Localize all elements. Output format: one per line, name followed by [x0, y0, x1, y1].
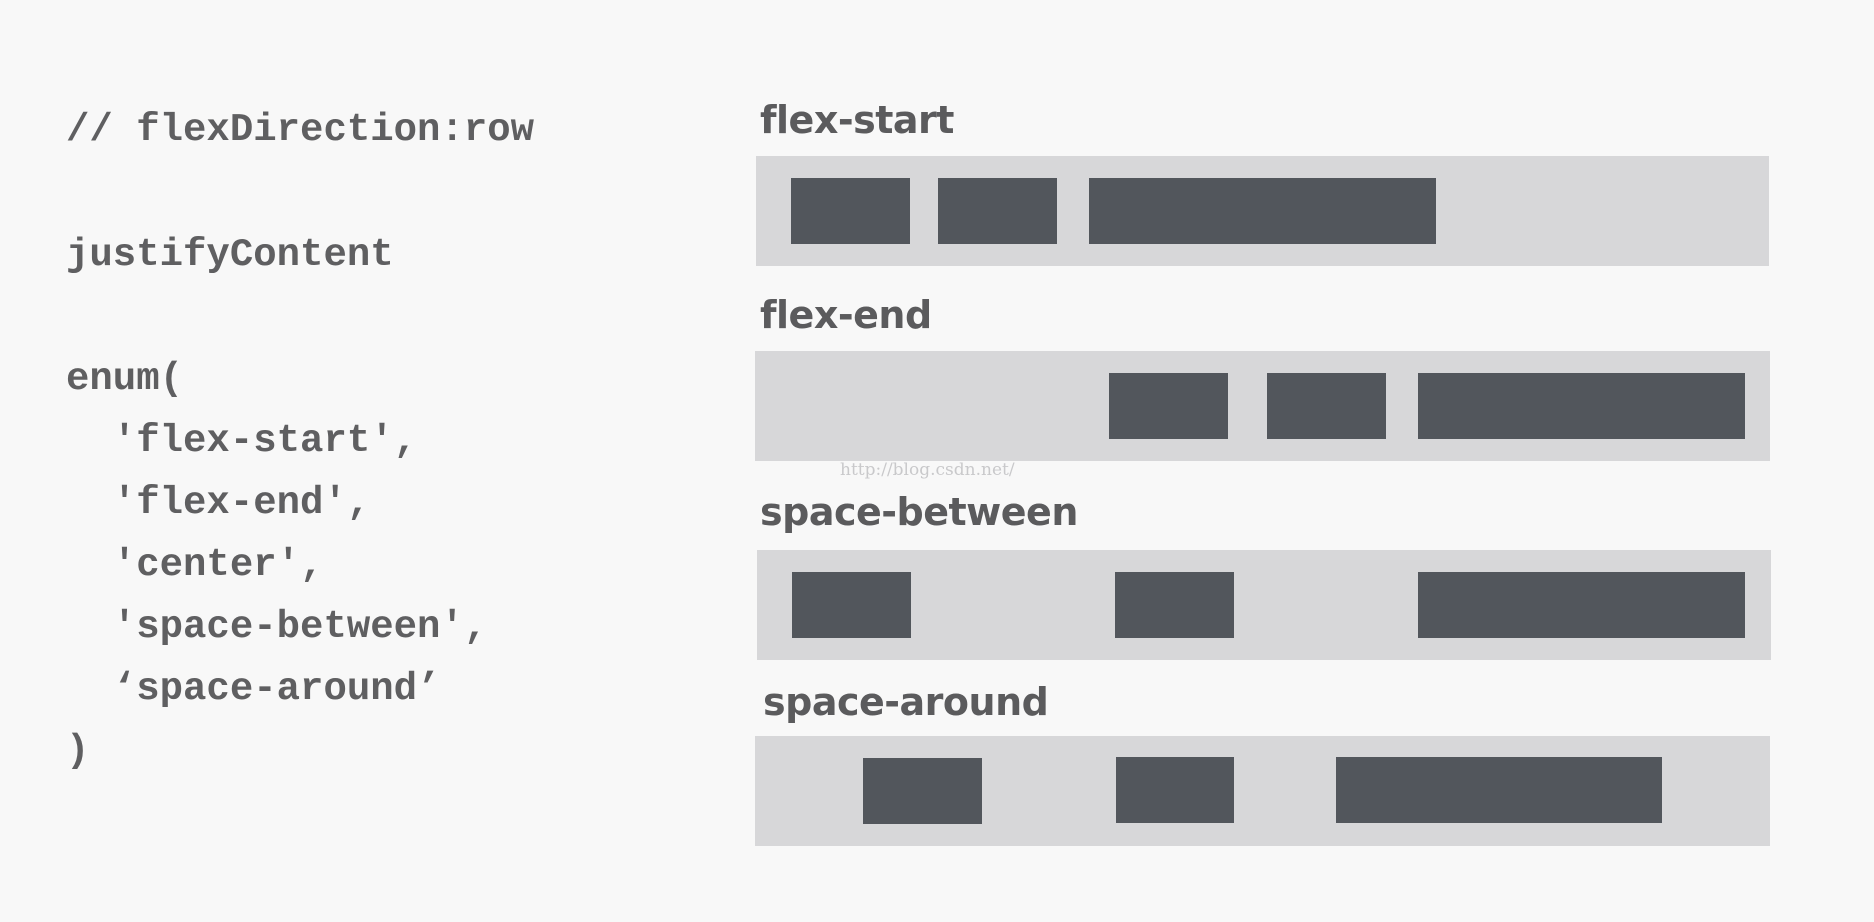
flex-start-box-3 — [1089, 178, 1436, 244]
flex-end-box-1 — [1109, 373, 1228, 439]
track-space-between — [757, 550, 1771, 660]
space-around-box-1 — [863, 758, 982, 824]
code-line-property: justifyContent — [66, 233, 394, 277]
space-around-box-3 — [1336, 757, 1662, 823]
track-space-around — [755, 736, 1770, 846]
code-line-enum-close: ) — [66, 729, 90, 773]
flex-start-box-1 — [791, 178, 910, 244]
space-between-box-1 — [792, 572, 911, 638]
code-line-flex-end: 'flex-end', — [66, 481, 371, 525]
label-space-around: space-around — [763, 680, 1049, 724]
track-flex-start — [756, 156, 1769, 266]
flex-start-box-2 — [938, 178, 1057, 244]
track-flex-end — [755, 351, 1770, 461]
code-line-enum-open: enum( — [66, 357, 184, 401]
watermark: http://blog.csdn.net/ — [840, 460, 1015, 480]
code-line-comment: // flexDirection:row — [66, 108, 535, 152]
label-space-between: space-between — [760, 490, 1078, 534]
code-line-center: 'center', — [66, 543, 324, 587]
label-flex-end: flex-end — [760, 293, 932, 337]
label-flex-start: flex-start — [760, 98, 954, 142]
flex-end-box-2 — [1267, 373, 1386, 439]
code-line-space-between: 'space-between', — [66, 605, 488, 649]
space-around-box-2 — [1116, 757, 1234, 823]
space-between-box-2 — [1115, 572, 1234, 638]
code-listing: // flexDirection:row justifyContent enum… — [66, 108, 534, 773]
space-between-box-3 — [1418, 572, 1745, 638]
flex-end-box-3 — [1418, 373, 1745, 439]
code-line-flex-start: 'flex-start', — [66, 419, 418, 463]
code-line-space-around: ‘space-around’ — [66, 667, 441, 711]
